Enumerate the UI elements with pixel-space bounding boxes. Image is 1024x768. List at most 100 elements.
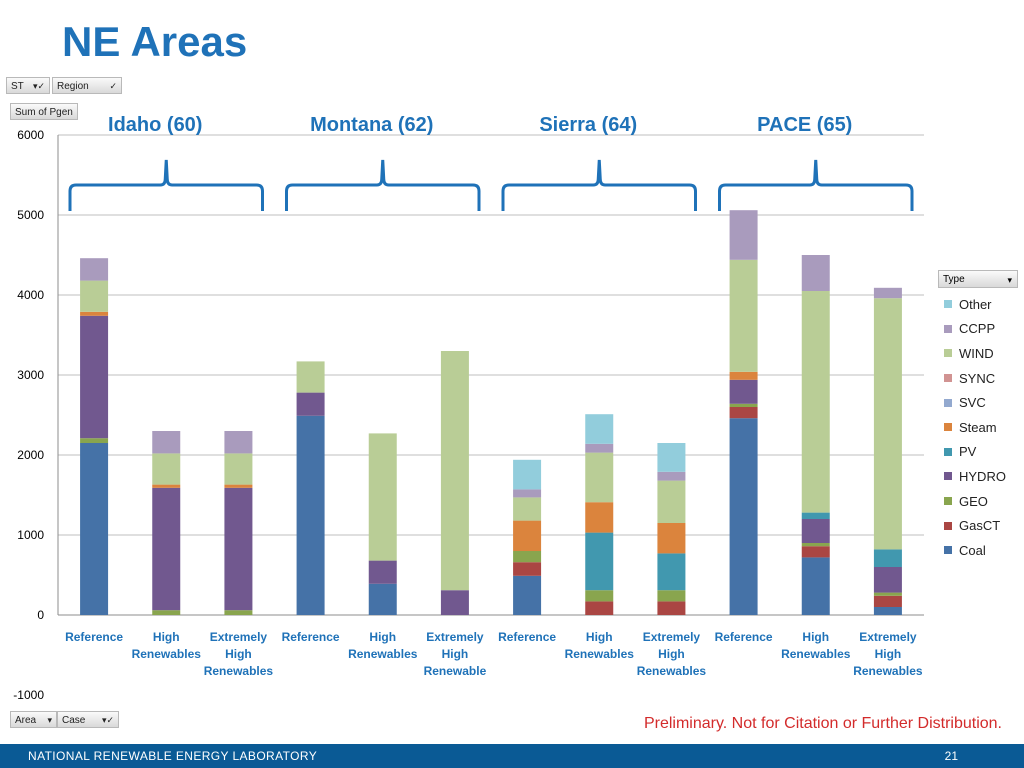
bar-segment-geo [224, 610, 253, 615]
x-category-label: High [153, 630, 180, 644]
bar-segment-steam [152, 484, 181, 488]
bar-segment-other [513, 459, 542, 490]
axis-field-area[interactable]: Area ▾ [10, 711, 57, 728]
bar-segment-pv [657, 553, 686, 591]
legend-item-gasct: GasCT [938, 513, 1018, 538]
bar-segment-hydro [152, 487, 181, 611]
bar-segment-ccpp [224, 431, 253, 454]
bar-segment-coal [296, 415, 325, 615]
bar-segment-hydro [368, 560, 397, 584]
x-category-label: Extremely [426, 630, 484, 644]
bar-segment-coal [368, 583, 397, 615]
x-category-label: High [875, 647, 902, 661]
filter-dropdown-icon: ▾✓ [32, 81, 45, 91]
bar-segment-geo [873, 592, 902, 596]
group-label: Idaho (60) [108, 114, 202, 136]
bar-segment-other [585, 414, 614, 444]
filter-dropdown-icon: ✓ [109, 81, 117, 91]
x-category-label: Renewables [637, 664, 707, 678]
bar-segment-pv [801, 512, 830, 519]
bar-segment-hydro [729, 379, 758, 404]
legend-item-steam: Steam [938, 415, 1018, 440]
value-field-button[interactable]: Sum of Pgen [10, 103, 78, 120]
x-category-label: Renewables [781, 647, 851, 661]
axis-field-case[interactable]: Case ▾✓ [57, 711, 119, 728]
legend-swatch [944, 521, 952, 530]
legend-swatch [944, 423, 952, 432]
footer-org-name: NATIONAL RENEWABLE ENERGY LABORATORY [28, 749, 318, 763]
bar-segment-steam [513, 520, 542, 551]
legend-swatch [944, 324, 952, 333]
legend-item-wind: WIND [938, 341, 1018, 366]
legend-label: PV [959, 444, 977, 460]
group-brace [285, 159, 481, 211]
legend-label: Other [959, 296, 992, 312]
filter-button-st[interactable]: ST ▾✓ [6, 77, 50, 94]
legend-label: Steam [959, 419, 997, 435]
legend-swatch [944, 472, 952, 481]
bar-segment-ccpp [152, 431, 181, 454]
group-brace [68, 159, 264, 211]
bar-segment-coal [513, 575, 542, 615]
legend-label: GEO [959, 493, 988, 509]
x-category-label: Renewables [348, 647, 418, 661]
x-category-label: Renewable [424, 664, 487, 678]
bar-segment-gasct [729, 407, 758, 419]
bar-segment-ccpp [585, 443, 614, 453]
x-category-label: High [658, 647, 685, 661]
filter-button-region[interactable]: Region ✓ [52, 77, 122, 94]
axis-field-label: Case [62, 715, 86, 726]
legend-item-hydro: HYDRO [938, 464, 1018, 489]
x-category-label: High [369, 630, 396, 644]
bar-segment-wind [368, 433, 397, 561]
group-label: Sierra (64) [539, 114, 637, 136]
bar-segment-wind [513, 497, 542, 521]
bar-segment-steam [224, 484, 253, 488]
value-field-label: Sum of Pgen [15, 107, 73, 118]
legend-swatch [944, 349, 952, 358]
legend-item-other: Other [938, 292, 1018, 317]
legend-label: SVC [959, 395, 986, 411]
bar-segment-wind [152, 453, 181, 485]
axis-field-label: Area [15, 715, 37, 726]
bar-segment-coal [729, 418, 758, 615]
legend-item-pv: PV [938, 440, 1018, 465]
legend-label: GasCT [959, 518, 1001, 534]
bar-segment-hydro [440, 590, 469, 615]
x-category-label: Reference [65, 630, 123, 644]
disclaimer-text: Preliminary. Not for Citation or Further… [643, 715, 1002, 732]
bar-segment-ccpp [80, 258, 109, 281]
y-tick-label: 4000 [17, 288, 44, 302]
page-title: NE Areas [62, 18, 248, 65]
x-category-label: Renewables [132, 647, 202, 661]
legend-field-button[interactable]: Type ▾ [938, 270, 1018, 288]
bar-segment-steam [80, 311, 109, 316]
bar-segment-geo [801, 543, 830, 547]
bar-segment-wind [296, 361, 325, 393]
bar-segment-ccpp [729, 210, 758, 260]
legend-swatch [944, 497, 952, 506]
x-category-label: Extremely [210, 630, 268, 644]
bar-segment-geo [585, 590, 614, 602]
filter-button-label: ST [11, 81, 24, 92]
legend-label: CCPP [959, 321, 996, 337]
bar-segment-pv [585, 532, 614, 591]
bar-segment-geo [657, 590, 686, 602]
dropdown-icon: ▾ [1007, 275, 1012, 285]
y-tick-label: 2000 [17, 448, 44, 462]
filter-dropdown-icon: ▾✓ [101, 715, 114, 725]
legend-label: WIND [959, 345, 994, 361]
legend-swatch [944, 300, 952, 309]
dropdown-icon: ▾ [47, 715, 52, 725]
x-category-label: Renewables [853, 664, 923, 678]
x-category-label: Extremely [643, 630, 701, 644]
bar-segment-ccpp [657, 471, 686, 481]
legend-item-svc: SVC [938, 390, 1018, 415]
legend-swatch [944, 398, 952, 407]
footer-bar: NATIONAL RENEWABLE ENERGY LABORATORY 21 [0, 744, 1024, 768]
bar-segment-ccpp [513, 489, 542, 498]
bar-segment-wind [80, 280, 109, 312]
bar-segment-steam [585, 502, 614, 533]
bar-segment-geo [152, 610, 181, 615]
